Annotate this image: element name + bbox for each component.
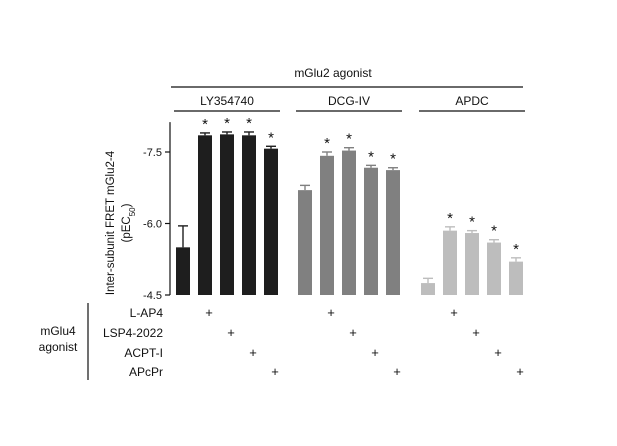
bar bbox=[242, 135, 256, 295]
bar bbox=[509, 261, 523, 295]
significance-marker: * bbox=[390, 151, 396, 168]
plus-marker: + bbox=[227, 325, 235, 340]
plus-marker: + bbox=[271, 364, 279, 379]
plus-marker: + bbox=[371, 345, 379, 360]
significance-marker: * bbox=[469, 214, 475, 231]
significance-marker: * bbox=[447, 210, 453, 227]
plus-marker: + bbox=[205, 305, 213, 320]
significance-marker: * bbox=[202, 116, 208, 133]
top-header: mGlu2 agonist bbox=[294, 66, 372, 80]
y-axis-label: Inter-subunit FRET mGlu2-4 bbox=[105, 150, 117, 295]
significance-marker: * bbox=[324, 135, 330, 152]
plus-marker: + bbox=[516, 364, 524, 379]
significance-marker: * bbox=[246, 115, 252, 132]
side-header: agonist bbox=[39, 340, 78, 354]
bar bbox=[487, 242, 501, 295]
significance-marker: * bbox=[491, 223, 497, 240]
plus-marker: + bbox=[450, 305, 458, 320]
condition-label: L-AP4 bbox=[130, 306, 164, 320]
y-tick-label: -4.5 bbox=[143, 290, 162, 302]
plus-marker: + bbox=[349, 325, 357, 340]
plus-marker: + bbox=[327, 305, 335, 320]
bar bbox=[465, 233, 479, 295]
significance-marker: * bbox=[346, 131, 352, 148]
plus-marker: + bbox=[393, 364, 401, 379]
significance-marker: * bbox=[224, 115, 230, 132]
condition-label: APcPr bbox=[129, 365, 163, 379]
condition-label: ACPT-I bbox=[124, 346, 163, 360]
bars: * * * * * * * * * * * * bbox=[176, 115, 523, 295]
group-header: DCG-IV bbox=[328, 94, 370, 108]
side-header: mGlu4 bbox=[40, 324, 76, 338]
bar bbox=[264, 148, 278, 295]
bar bbox=[443, 230, 457, 295]
group-header: APDC bbox=[455, 94, 489, 108]
y-tick-label: -7.5 bbox=[143, 147, 162, 159]
bar bbox=[176, 247, 190, 295]
condition-table: mGlu4 agonist L-AP4 + + + LSP4-2022 + + + ACPT-I + +… bbox=[39, 303, 524, 380]
significance-marker: * bbox=[368, 148, 374, 165]
group-header: LY354740 bbox=[200, 94, 254, 108]
significance-marker: * bbox=[268, 129, 274, 146]
headers: mGlu2 agonist LY354740 DCG-IV APDC bbox=[171, 66, 525, 112]
bar bbox=[320, 155, 334, 295]
plus-marker: + bbox=[249, 345, 257, 360]
y-axis-label-unit: (pEC50) bbox=[121, 203, 137, 242]
significance-marker: * bbox=[513, 241, 519, 258]
plus-marker: + bbox=[494, 345, 502, 360]
y-tick-label: -6.0 bbox=[143, 219, 162, 231]
bar bbox=[364, 167, 378, 295]
bar bbox=[421, 283, 435, 295]
plus-marker: + bbox=[472, 325, 480, 340]
bar bbox=[198, 135, 212, 295]
y-axis: -4.5 -6.0 -7.5 Inter-subunit FRET mGlu2-4 (p… bbox=[105, 122, 171, 302]
condition-label: LSP4-2022 bbox=[103, 326, 163, 340]
bar bbox=[220, 134, 234, 295]
bar bbox=[298, 190, 312, 295]
bar bbox=[386, 170, 400, 295]
bar bbox=[342, 150, 356, 295]
